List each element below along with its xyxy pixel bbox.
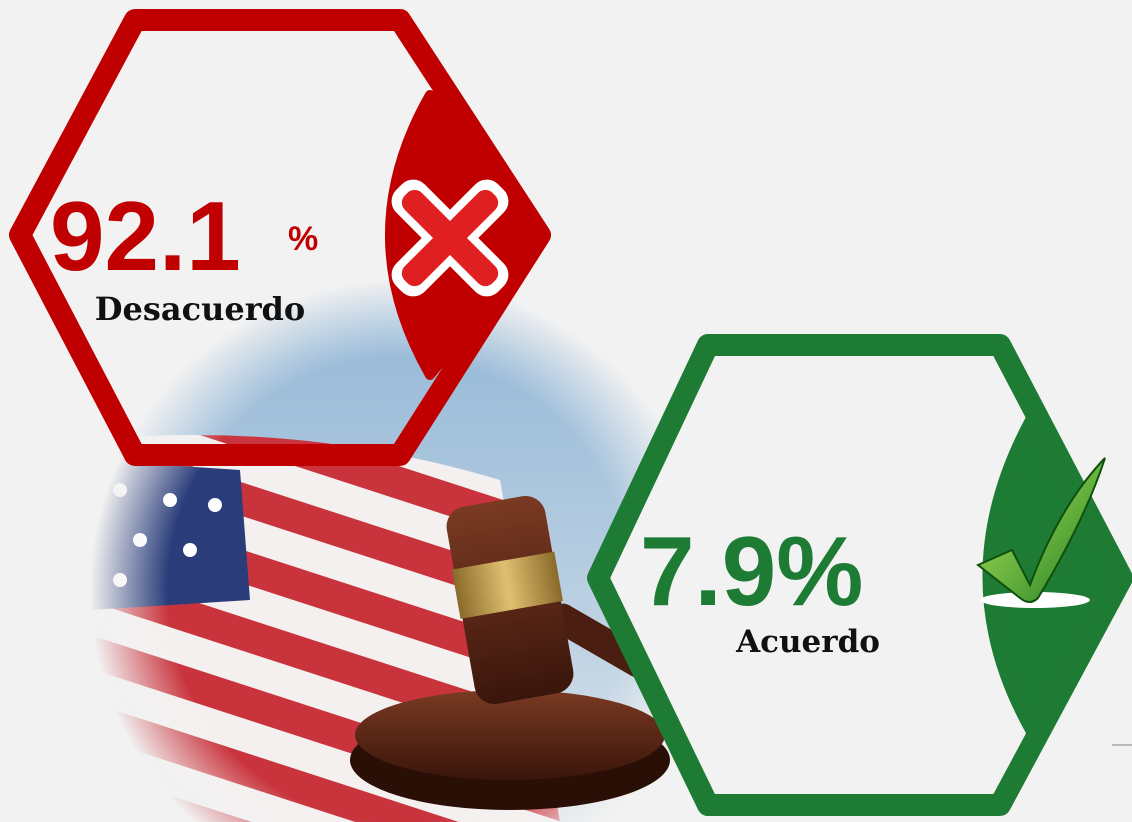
percent-unit: % bbox=[288, 220, 318, 258]
percent-value: 7.9% bbox=[640, 516, 863, 626]
infographic: 92.1 % Desacuerdo 7.9% Acuerdo bbox=[0, 0, 1132, 822]
percent-value: 92.1 bbox=[50, 181, 241, 291]
percent-label: Desacuerdo bbox=[95, 290, 306, 328]
percent-label: Acuerdo bbox=[735, 624, 880, 660]
percent-unit: % bbox=[776, 516, 863, 626]
page: 92.1 % Desacuerdo 7.9% Acuerdo (() => { … bbox=[0, 0, 1132, 822]
agree-badge: 7.9% Acuerdo bbox=[598, 345, 1125, 805]
percent-number: 7.9 bbox=[640, 516, 776, 626]
